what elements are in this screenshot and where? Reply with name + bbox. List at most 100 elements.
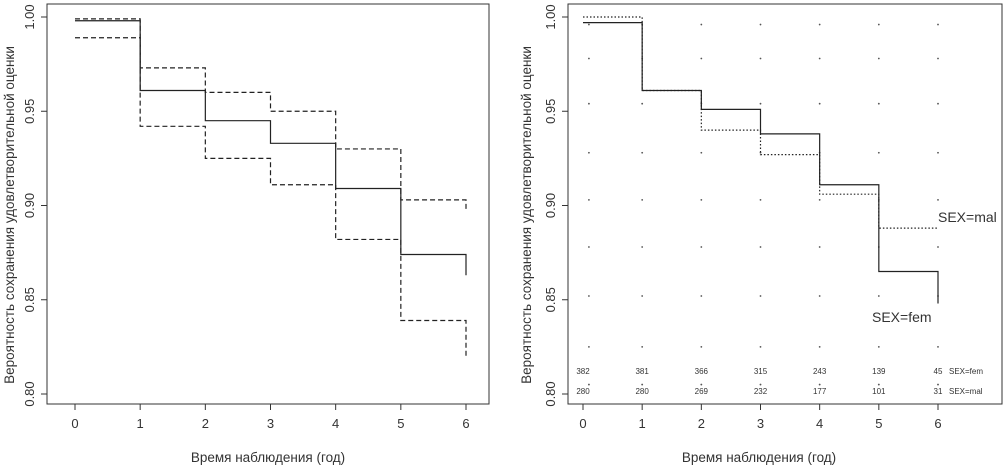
- risk-count: 382: [576, 367, 590, 376]
- grid-dot: [878, 384, 880, 386]
- grid-dot: [878, 295, 880, 297]
- grid-dot: [937, 199, 939, 201]
- risk-count: 381: [635, 367, 649, 376]
- left-y-tick-label: 0.85: [22, 287, 37, 312]
- right-x-tick-label: 6: [934, 416, 941, 431]
- grid-dot: [641, 295, 643, 297]
- grid-dot: [819, 384, 821, 386]
- right-x-tick-label: 0: [579, 416, 586, 431]
- grid-dot: [760, 346, 762, 348]
- left-y-tick-label: 0.95: [22, 99, 37, 124]
- grid-dot: [760, 384, 762, 386]
- right-survival-chart: 0 1 2 3 4 5 6 0.80 0.85 0.90 0.95 1.00 382 381 366 315…: [519, 4, 1002, 465]
- risk-count: 177: [813, 387, 827, 396]
- left-x-tick-label: 4: [332, 416, 339, 431]
- grid-dot: [588, 384, 590, 386]
- left-y-tick-label: 0.90: [22, 193, 37, 218]
- grid-dot: [819, 103, 821, 105]
- risk-count: 139: [872, 367, 886, 376]
- risk-row-name: SEX=mal: [949, 387, 983, 396]
- left-series-solid-0: [75, 21, 466, 275]
- right-y-tick-label: 1.00: [543, 4, 558, 29]
- grid-dot: [588, 58, 590, 60]
- grid-dot: [937, 346, 939, 348]
- risk-count: 269: [695, 387, 709, 396]
- risk-count: 280: [576, 387, 590, 396]
- right-y-tick-label: 0.80: [543, 381, 558, 406]
- right-dot-grid: [588, 24, 939, 386]
- grid-dot: [819, 295, 821, 297]
- series-label-sex-fem: SEX=fem: [872, 309, 932, 325]
- grid-dot: [760, 103, 762, 105]
- right-y-tick-label: 0.90: [543, 193, 558, 218]
- right-x-tick-label: 3: [757, 416, 764, 431]
- grid-dot: [700, 152, 702, 154]
- right-x-axis-label: Время наблюдения (год): [682, 450, 836, 465]
- risk-count: 366: [695, 367, 709, 376]
- grid-dot: [641, 199, 643, 201]
- grid-dot: [760, 199, 762, 201]
- grid-dot: [641, 384, 643, 386]
- left-survival-chart: 0 1 2 3 4 5 6 0.80 0.85 0.90 0.95 1.00 Время наблюд…: [2, 4, 489, 465]
- grid-dot: [588, 103, 590, 105]
- risk-count: 243: [813, 367, 827, 376]
- grid-dot: [641, 346, 643, 348]
- grid-dot: [760, 295, 762, 297]
- grid-dot: [641, 246, 643, 248]
- risk-count: 101: [872, 387, 886, 396]
- left-axes: 0 1 2 3 4 5 6 0.80 0.85 0.90 0.95 1.00: [22, 4, 470, 431]
- grid-dot: [700, 199, 702, 201]
- left-x-axis-label: Время наблюдения (год): [191, 450, 345, 465]
- grid-dot: [819, 246, 821, 248]
- grid-dot: [819, 58, 821, 60]
- left-series-dashed-2: [75, 38, 466, 357]
- grid-dot: [937, 152, 939, 154]
- left-series: [75, 19, 466, 356]
- grid-dot: [937, 103, 939, 105]
- grid-dot: [641, 152, 643, 154]
- series-label-sex-mal: SEX=mal: [938, 209, 997, 225]
- risk-count: 45: [934, 367, 943, 376]
- left-y-axis-label: Вероятность сохранения удовлетворительно…: [2, 46, 17, 384]
- grid-dot: [937, 24, 939, 26]
- right-plot-frame: [568, 4, 1002, 404]
- left-x-tick-label: 1: [137, 416, 144, 431]
- grid-dot: [937, 58, 939, 60]
- grid-dot: [588, 246, 590, 248]
- grid-dot: [819, 24, 821, 26]
- left-x-tick-label: 6: [462, 416, 469, 431]
- grid-dot: [588, 199, 590, 201]
- grid-dot: [937, 246, 939, 248]
- grid-dot: [819, 346, 821, 348]
- grid-dot: [878, 24, 880, 26]
- left-plot-frame: [47, 4, 489, 404]
- grid-dot: [878, 103, 880, 105]
- grid-dot: [700, 58, 702, 60]
- left-y-tick-label: 0.80: [22, 381, 37, 406]
- left-y-tick-label: 1.00: [22, 4, 37, 29]
- left-x-tick-label: 3: [267, 416, 274, 431]
- right-y-tick-label: 0.85: [543, 287, 558, 312]
- right-y-axis-label: Вероятность сохранения удовлетворительно…: [519, 46, 534, 384]
- risk-count: 315: [754, 367, 768, 376]
- risk-row-name: SEX=fem: [949, 367, 983, 376]
- risk-count: 31: [934, 387, 943, 396]
- grid-dot: [760, 58, 762, 60]
- grid-dot: [937, 384, 939, 386]
- right-series-sex-fem: [583, 23, 938, 304]
- risk-count: 232: [754, 387, 768, 396]
- grid-dot: [588, 295, 590, 297]
- grid-dot: [588, 346, 590, 348]
- grid-dot: [878, 346, 880, 348]
- grid-dot: [700, 295, 702, 297]
- right-y-tick-label: 0.95: [543, 99, 558, 124]
- right-risk-table: 382 381 366 315 243 139 45 SEX=fem 280 280 269 232 1…: [576, 367, 983, 396]
- right-series: [583, 17, 938, 304]
- right-x-tick-label: 1: [639, 416, 646, 431]
- left-x-tick-label: 5: [397, 416, 404, 431]
- left-x-tick-label: 2: [202, 416, 209, 431]
- right-x-tick-label: 2: [698, 416, 705, 431]
- grid-dot: [878, 152, 880, 154]
- grid-dot: [700, 246, 702, 248]
